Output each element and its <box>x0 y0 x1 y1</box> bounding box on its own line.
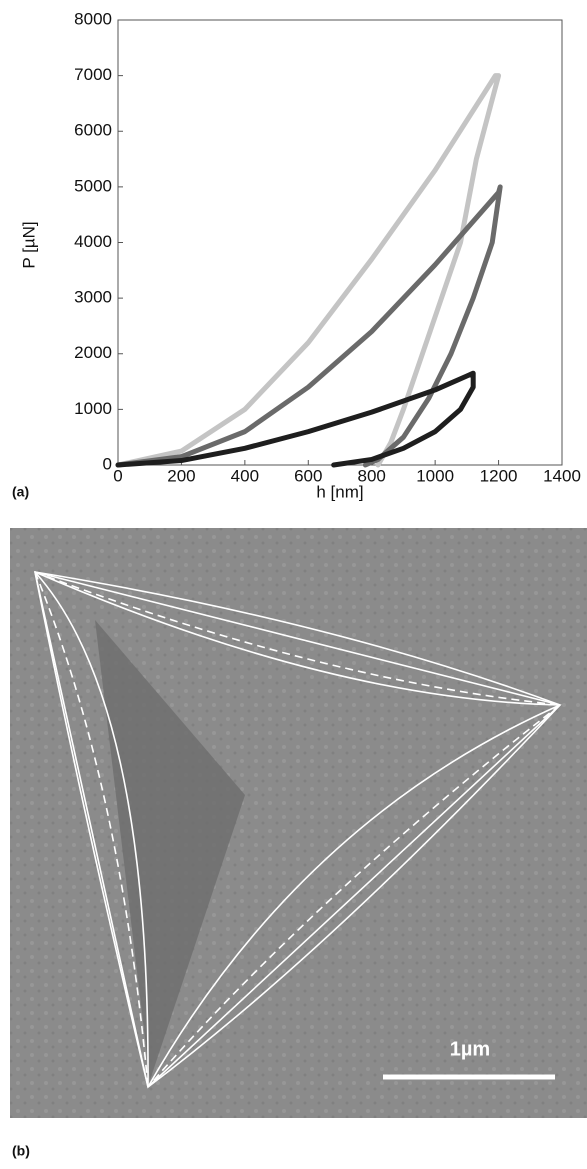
panel-label: (b) <box>12 1143 30 1159</box>
y-tick-label: 6000 <box>74 121 112 140</box>
x-tick-label: 1000 <box>416 466 454 485</box>
x-tick-label: 200 <box>167 466 195 485</box>
x-tick-label: 0 <box>113 466 122 485</box>
figure: h [nm] P [µN] (a) 1µm (b) 02004006008001… <box>0 0 587 1169</box>
y-tick-label: 5000 <box>74 176 112 195</box>
x-tick-label: 1200 <box>480 466 518 485</box>
y-tick-label: 2000 <box>74 343 112 362</box>
y-tick-label: 4000 <box>74 232 112 251</box>
y-tick-label: 7000 <box>74 65 112 84</box>
y-tick-label: 0 <box>103 454 112 473</box>
y-tick-label: 3000 <box>74 288 112 307</box>
panel-label: (a) <box>12 484 29 500</box>
x-tick-label: 600 <box>294 466 322 485</box>
y-tick-label: 1000 <box>74 399 112 418</box>
x-tick-label: 800 <box>358 466 386 485</box>
scale-bar-label: 1µm <box>450 1038 490 1060</box>
x-tick-label: 400 <box>231 466 259 485</box>
afm-shade <box>10 528 587 1118</box>
y-tick-label: 8000 <box>74 9 112 28</box>
x-tick-label: 1400 <box>543 466 581 485</box>
y-axis-label: P [µN] <box>19 221 38 268</box>
load-curve <box>118 76 499 465</box>
